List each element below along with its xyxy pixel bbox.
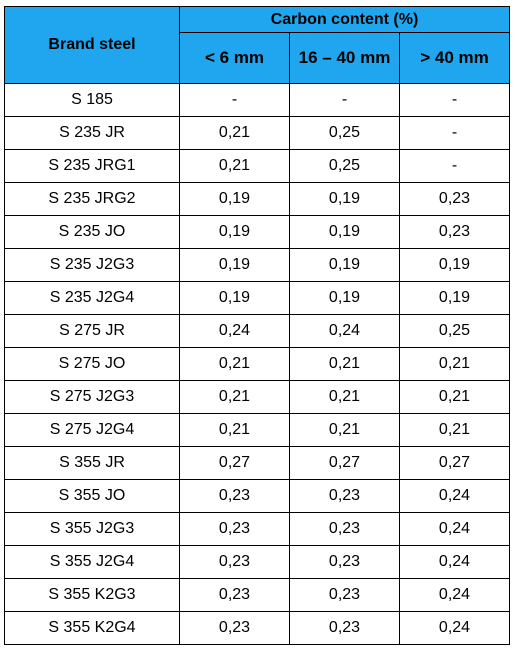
table-row: S 235 JRG1 0,21 0,25- <box>4 149 510 183</box>
carbon-value-cell: 0,24 <box>399 578 510 612</box>
carbon-value-cell: 0,27 <box>289 446 400 480</box>
carbon-value-cell: 0,19 <box>179 248 290 282</box>
carbon-value-cell: 0,23 <box>179 479 290 513</box>
carbon-value-cell: 0,21 <box>289 347 400 381</box>
carbon-value-cell: 0,25 <box>399 314 510 348</box>
table-body: S 185- - - S 235 JR 0,21 0,25- S 235 JRG1 0,21 0… <box>4 83 510 645</box>
carbon-value-cell: 0,21 <box>399 347 510 381</box>
carbon-value-cell: 0,19 <box>179 215 290 249</box>
carbon-value-cell: 0,23 <box>179 512 290 546</box>
carbon-value-cell: 0,21 <box>289 413 400 447</box>
carbon-value-cell: 0,19 <box>399 248 510 282</box>
carbon-value-cell: 0,24 <box>399 512 510 546</box>
carbon-value-cell: 0,21 <box>399 413 510 447</box>
carbon-value-cell: 0,21 <box>179 347 290 381</box>
carbon-content-header: Carbon content (%) <box>179 6 510 33</box>
brand-steel-cell: S 355 JR <box>4 446 180 480</box>
carbon-value-cell: 0,23 <box>289 545 400 579</box>
carbon-value-cell: 0,24 <box>179 314 290 348</box>
carbon-value-cell: 0,19 <box>289 281 400 315</box>
carbon-value-cell: 0,23 <box>179 545 290 579</box>
carbon-value-cell: 0,19 <box>399 281 510 315</box>
carbon-value-cell: 0,23 <box>289 611 400 645</box>
brand-steel-cell: S 355 J2G3 <box>4 512 180 546</box>
carbon-value-cell: 0,23 <box>399 182 510 216</box>
carbon-value-cell: 0,24 <box>399 545 510 579</box>
table-header: Brand steel Carbon content (%) < 6 mm 16… <box>4 6 510 84</box>
carbon-value-cell: 0,21 <box>399 380 510 414</box>
brand-steel-cell: S 235 JO <box>4 215 180 249</box>
carbon-value-cell: 0,27 <box>399 446 510 480</box>
brand-steel-cell: S 185 <box>4 83 180 117</box>
header-row-top: Brand steel Carbon content (%) <box>4 6 510 84</box>
carbon-value-cell: 0,19 <box>289 215 400 249</box>
table-container: Brand steel Carbon content (%) < 6 mm 16… <box>4 6 510 645</box>
brand-steel-cell: S 355 K2G3 <box>4 578 180 612</box>
carbon-value-cell: 0,25 <box>289 149 400 183</box>
brand-steel-cell: S 275 JO <box>4 347 180 381</box>
carbon-value-cell: 0,23 <box>179 611 290 645</box>
carbon-value-cell: 0,27 <box>179 446 290 480</box>
brand-steel-header: Brand steel <box>4 6 180 84</box>
brand-steel-cell: S 235 JRG2 <box>4 182 180 216</box>
table-row: S 275 JR 0,24 0,24 0,25 <box>4 314 510 348</box>
table-row: S 235 J2G3 0,19 0,19 0,19 <box>4 248 510 282</box>
brand-steel-cell: S 275 JR <box>4 314 180 348</box>
carbon-value-cell: 0,21 <box>179 413 290 447</box>
table-row: S 235 JR 0,21 0,25- <box>4 116 510 150</box>
carbon-value-cell: - <box>289 83 400 117</box>
carbon-value-cell: 0,25 <box>289 116 400 150</box>
table-row: S 275 J2G3 0,21 0,21 0,21 <box>4 380 510 414</box>
table-row: S 185- - - <box>4 83 510 117</box>
table-row: S 355 K2G4 0,23 0,23 0,24 <box>4 611 510 645</box>
carbon-value-cell: 0,23 <box>179 578 290 612</box>
column-header-thickness-gt-40: > 40 mm <box>399 32 510 84</box>
carbon-value-cell: 0,23 <box>399 215 510 249</box>
brand-steel-cell: S 235 JR <box>4 116 180 150</box>
carbon-value-cell: - <box>399 149 510 183</box>
carbon-value-cell: 0,21 <box>179 116 290 150</box>
carbon-value-cell: - <box>179 83 290 117</box>
brand-steel-cell: S 235 J2G3 <box>4 248 180 282</box>
carbon-value-cell: 0,23 <box>289 578 400 612</box>
carbon-value-cell: - <box>399 116 510 150</box>
carbon-value-cell: 0,19 <box>289 182 400 216</box>
carbon-value-cell: 0,24 <box>399 479 510 513</box>
brand-steel-cell: S 235 JRG1 <box>4 149 180 183</box>
brand-steel-cell: S 275 J2G3 <box>4 380 180 414</box>
table-row: S 235 JO 0,19 0,19 0,23 <box>4 215 510 249</box>
table-row: S 355 J2G3 0,23 0,23 0,24 <box>4 512 510 546</box>
carbon-value-cell: - <box>399 83 510 117</box>
carbon-value-cell: 0,23 <box>289 512 400 546</box>
table-row: S 355 K2G3 0,23 0,23 0,24 <box>4 578 510 612</box>
header-row-columns: < 6 mm 16 – 40 mm > 40 mm <box>5 32 510 84</box>
table-row: S 355 JR 0,27 0,27 0,27 <box>4 446 510 480</box>
column-header-thickness-lt-6: < 6 mm <box>179 32 290 84</box>
carbon-value-cell: 0,19 <box>179 281 290 315</box>
carbon-content-table: Brand steel Carbon content (%) < 6 mm 16… <box>4 6 510 645</box>
carbon-value-cell: 0,24 <box>289 314 400 348</box>
carbon-value-cell: 0,23 <box>289 479 400 513</box>
carbon-value-cell: 0,21 <box>289 380 400 414</box>
table-row: S 275 J2G4 0,21 0,21 0,21 <box>4 413 510 447</box>
table-row: S 235 J2G4 0,19 0,19 0,19 <box>4 281 510 315</box>
table-row: S 355 JO 0,23 0,23 0,24 <box>4 479 510 513</box>
column-header-thickness-16-40: 16 – 40 mm <box>289 32 400 84</box>
carbon-value-cell: 0,19 <box>179 182 290 216</box>
brand-steel-cell: S 275 J2G4 <box>4 413 180 447</box>
brand-steel-cell: S 355 K2G4 <box>4 611 180 645</box>
carbon-value-cell: 0,21 <box>179 380 290 414</box>
table-row: S 275 JO 0,21 0,21 0,21 <box>4 347 510 381</box>
table-row: S 235 JRG2 0,19 0,19 0,23 <box>4 182 510 216</box>
brand-steel-cell: S 235 J2G4 <box>4 281 180 315</box>
carbon-value-cell: 0,24 <box>399 611 510 645</box>
carbon-value-cell: 0,21 <box>179 149 290 183</box>
carbon-value-cell: 0,19 <box>289 248 400 282</box>
brand-steel-cell: S 355 J2G4 <box>4 545 180 579</box>
table-row: S 355 J2G4 0,23 0,23 0,24 <box>4 545 510 579</box>
brand-steel-cell: S 355 JO <box>4 479 180 513</box>
